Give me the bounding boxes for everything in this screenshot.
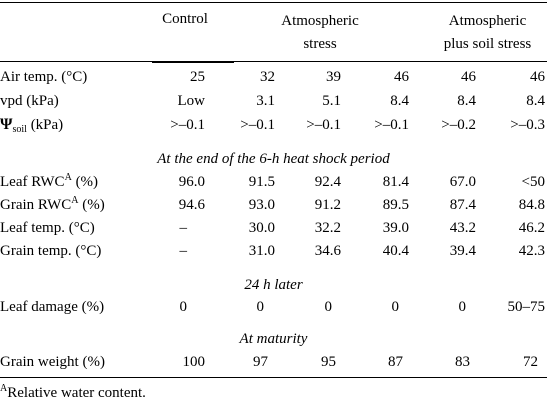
cell: 97 [253,354,268,370]
cell: 91.5 [248,174,275,190]
cell: 0 [256,299,265,315]
top-rule [0,2,547,3]
row-label: Air temp. (°C) [0,69,88,85]
cell: 5.1 [322,93,341,109]
cell: 84.8 [518,197,545,213]
footnote: ARelative water content. [0,383,146,402]
cell: 72 [523,354,538,370]
header-underline-atm-soil [424,61,547,62]
header-underline-control [152,61,234,63]
row-label: Leaf RWCA (%) [0,172,99,191]
section-title-heat-shock: At the end of the 6-h heat shock period [157,151,390,167]
cell: 92.4 [314,174,341,190]
cell: Low [177,93,206,109]
cell: 34.6 [314,243,341,259]
cell: 39 [326,69,341,85]
cell: >–0.1 [240,117,275,133]
cell: – [179,220,188,236]
col-header-atmospheric-soil: Atmospheric plus soil stress [443,13,532,52]
cell: 0 [458,299,467,315]
cell: 8.4 [390,93,409,109]
cell: 89.5 [382,197,409,213]
cell: 91.2 [314,197,341,213]
cell: 100 [182,354,206,370]
cell: 30.0 [248,220,275,236]
cell: >–0.2 [441,117,476,133]
cell: 8.4 [526,93,545,109]
cell: 0 [179,299,188,315]
row-label: Grain temp. (°C) [0,243,102,259]
row-label: Grain RWCA (%) [0,195,105,214]
cell: 46 [461,69,476,85]
cell: 25 [190,69,205,85]
cell: 0 [324,299,333,315]
cell: 32.2 [314,220,341,236]
cell: 50–75 [507,299,546,315]
cell: 31.0 [248,243,275,259]
cell: – [179,243,188,259]
row-label: vpd (kPa) [0,93,59,109]
cell: 42.3 [518,243,545,259]
row-label: Leaf temp. (°C) [0,220,95,236]
cell: 94.6 [178,197,205,213]
section-title-24h: 24 h later [244,277,303,293]
cell: 46.2 [518,220,545,236]
cell: 39.4 [449,243,476,259]
row-label: Leaf damage (%) [0,299,105,315]
cell: 40.4 [382,243,409,259]
section-title-maturity: At maturity [239,331,308,347]
cell: 87.4 [449,197,476,213]
cell: 39.0 [382,220,409,236]
cell: 96.0 [178,174,205,190]
bottom-rule [0,377,547,378]
col-header-control: Control [162,11,208,27]
cell: 93.0 [248,197,275,213]
cell: <50 [521,174,545,190]
cell: 67.0 [449,174,476,190]
cell: 95 [321,354,336,370]
cell: 0 [391,299,400,315]
cell: 32 [260,69,275,85]
row-label: Grain weight (%) [0,354,105,370]
cell: >–0.1 [374,117,409,133]
cell: 87 [388,354,403,370]
cell: >–0.3 [510,117,545,133]
cell: 46 [530,69,545,85]
cell: 8.4 [457,93,476,109]
cell: 43.2 [449,220,476,236]
cell: 46 [394,69,409,85]
cell: >–0.1 [306,117,341,133]
cell: 81.4 [382,174,409,190]
cell: 3.1 [256,93,275,109]
col-header-atmospheric: Atmospheric stress [281,13,359,52]
row-label: Ψsoil (kPa) [0,116,64,135]
header-underline [0,61,152,62]
cell: 83 [455,354,470,370]
header-underline-atm [234,61,424,62]
cell: >–0.1 [170,117,205,133]
